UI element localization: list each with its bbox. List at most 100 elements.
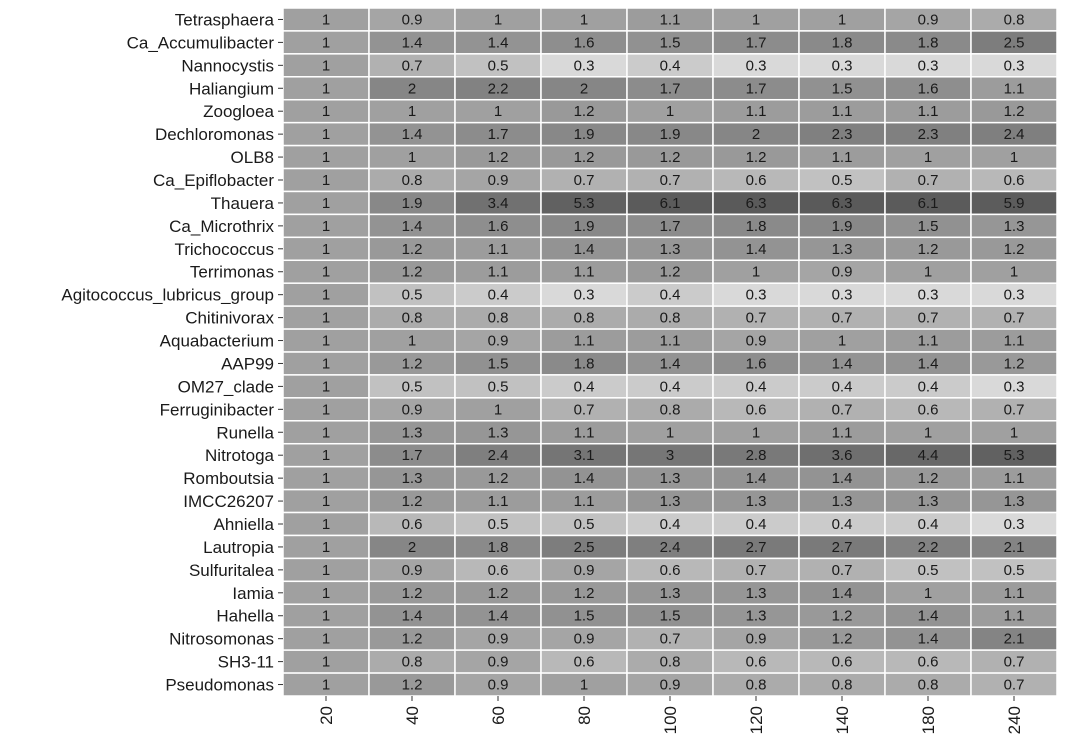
cell-value-label: 1.1 (1004, 608, 1025, 625)
cell-value-label: 0.8 (832, 677, 853, 694)
y-axis-tick-label: AAP99 (221, 354, 274, 373)
cell-value-label: 0.4 (918, 378, 939, 395)
cell-value-label: 6.1 (918, 195, 939, 212)
cell-value-label: 0.3 (746, 57, 767, 74)
cell-value-label: 0.5 (574, 516, 595, 533)
cell-value-label: 0.9 (402, 401, 423, 418)
cell-value-label: 0.6 (746, 172, 767, 189)
cell-value-label: 0.7 (1004, 310, 1025, 327)
cell-value-label: 1.3 (746, 493, 767, 510)
cell-value-label: 1 (322, 333, 330, 350)
cell-value-label: 1 (322, 493, 330, 510)
cell-value-label: 1 (1010, 424, 1018, 441)
cell-value-label: 1 (322, 11, 330, 28)
cell-value-label: 0.9 (488, 654, 509, 671)
cell-value-label: 1 (322, 172, 330, 189)
cell-value-label: 1.4 (488, 34, 509, 51)
cell-value-label: 0.9 (574, 631, 595, 648)
cell-value-label: 6.3 (832, 195, 853, 212)
cell-value-label: 2 (752, 126, 760, 143)
y-axis-tick-label: Zoogloea (203, 102, 274, 121)
cell-value-label: 1.7 (402, 447, 423, 464)
cell-value-label: 0.6 (746, 654, 767, 671)
cell-value-label: 1.1 (660, 11, 681, 28)
cell-value-label: 0.4 (746, 516, 767, 533)
cell-value-label: 2.7 (746, 539, 767, 556)
cell-value-label: 1.3 (660, 470, 681, 487)
cell-value-label: 0.4 (918, 516, 939, 533)
cell-value-label: 1 (838, 11, 846, 28)
cell-value-label: 0.8 (660, 401, 681, 418)
y-axis-tick-label: Ca_Accumulibacter (127, 33, 275, 52)
cell-value-label: 0.6 (574, 654, 595, 671)
cell-value-label: 6.3 (746, 195, 767, 212)
y-axis-tick-label: Dechloromonas (155, 125, 274, 144)
cell-value-label: 1.3 (746, 608, 767, 625)
cell-value-label: 0.7 (832, 310, 853, 327)
cell-value-label: 0.3 (574, 287, 595, 304)
cell-value-label: 1 (322, 677, 330, 694)
y-axis-tick-label: Ca_Epiflobacter (153, 171, 274, 190)
cell-value-label: 1.2 (402, 264, 423, 281)
cell-value-label: 1.4 (918, 355, 939, 372)
cell-value-label: 1 (322, 562, 330, 579)
cell-value-label: 1 (494, 401, 502, 418)
cell-value-label: 3 (666, 447, 674, 464)
cell-value-label: 0.6 (832, 654, 853, 671)
cell-value-label: 1.7 (660, 80, 681, 97)
x-axis-tick-label: 120 (747, 706, 766, 734)
cell-value-label: 0.3 (1004, 57, 1025, 74)
cell-value-label: 1.1 (832, 103, 853, 120)
cell-value-label: 1.9 (574, 126, 595, 143)
cell-value-label: 1.2 (574, 103, 595, 120)
cell-value-label: 0.4 (832, 516, 853, 533)
cell-value-label: 0.7 (660, 631, 681, 648)
cell-value-label: 2.5 (1004, 34, 1025, 51)
cell-value-label: 1.3 (1004, 493, 1025, 510)
y-axis-tick-label: Terrimonas (190, 263, 274, 282)
cell-value-label: 0.8 (402, 172, 423, 189)
cell-value-label: 1 (322, 126, 330, 143)
cell-value-label: 0.4 (488, 287, 509, 304)
cell-value-label: 0.9 (832, 264, 853, 281)
cell-value-label: 1.3 (660, 493, 681, 510)
cell-value-label: 1.1 (1004, 333, 1025, 350)
cell-value-label: 1 (322, 470, 330, 487)
cell-value-label: 1.1 (488, 241, 509, 258)
cell-value-label: 0.7 (746, 562, 767, 579)
cell-value-label: 0.5 (918, 562, 939, 579)
x-axis-tick-label: 240 (1005, 706, 1024, 734)
x-axis-tick-label: 40 (403, 706, 422, 725)
cell-value-label: 1.7 (488, 126, 509, 143)
cell-value-label: 0.3 (1004, 516, 1025, 533)
cell-value-label: 3.4 (488, 195, 509, 212)
cell-value-label: 1.2 (660, 264, 681, 281)
cell-value-label: 0.3 (918, 287, 939, 304)
cell-value-label: 1.2 (832, 608, 853, 625)
cell-value-label: 0.5 (488, 378, 509, 395)
cell-value-label: 0.8 (488, 310, 509, 327)
cell-value-label: 0.5 (402, 378, 423, 395)
cell-value-label: 0.3 (832, 287, 853, 304)
cell-value-label: 0.9 (488, 677, 509, 694)
cell-value-label: 0.5 (402, 287, 423, 304)
cell-value-label: 0.7 (574, 172, 595, 189)
cell-value-label: 0.9 (918, 11, 939, 28)
cell-value-label: 0.4 (746, 378, 767, 395)
cell-value-label: 0.4 (832, 378, 853, 395)
cell-value-label: 1.2 (488, 470, 509, 487)
cell-value-label: 1.7 (746, 34, 767, 51)
cell-value-label: 0.6 (746, 401, 767, 418)
cell-value-label: 1.1 (918, 333, 939, 350)
cell-value-label: 1.4 (918, 608, 939, 625)
cell-value-label: 1 (1010, 149, 1018, 166)
cell-value-label: 0.8 (574, 310, 595, 327)
cell-value-label: 1.4 (402, 218, 423, 235)
cell-value-label: 4.4 (918, 447, 939, 464)
cell-value-label: 0.6 (1004, 172, 1025, 189)
cell-value-labels: 1 0.9 1 1 1.1 1 1 0.9 0.8 1 1.4 1.4 1.6 1.5 1.7 1.8 1.8 2… (322, 11, 1025, 693)
cell-value-label: 1.6 (746, 355, 767, 372)
cell-value-label: 1 (494, 11, 502, 28)
cell-value-label: 0.5 (488, 57, 509, 74)
cell-value-label: 1.1 (746, 103, 767, 120)
